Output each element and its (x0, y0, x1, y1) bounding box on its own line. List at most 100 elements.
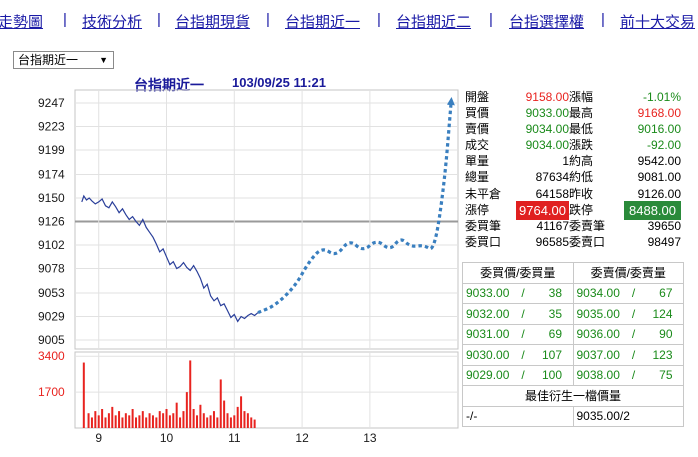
quote-label: 委賣筆 (569, 218, 606, 233)
ask-order-count: 39650 (647, 218, 681, 233)
volume-bar (229, 417, 232, 428)
bid-column-header: 委買價/委買量 (462, 262, 574, 284)
ask-qty: 75 (659, 368, 673, 383)
bid-qty: 100 (541, 368, 562, 383)
slash: / (521, 286, 525, 301)
order-book-table: 委買價/委買量 委賣價/委賣量 9033.00 / 38 9034.00 / 67 90… (462, 262, 684, 427)
table-row: 9030.00 / 107 9037.00 / 123 (462, 344, 684, 366)
volume-bar (104, 417, 107, 428)
table-row: 9032.00 / 35 9035.00 / 124 (462, 303, 684, 325)
ask-qty: 124 (652, 306, 673, 321)
contract-select[interactable]: 台指期近一 ▼ (13, 51, 114, 69)
slash: / (631, 368, 636, 383)
quote-label: 最低 (569, 122, 594, 137)
slash: / (631, 286, 636, 301)
nav-link-options[interactable]: 台指選擇權 (509, 14, 585, 31)
nav-separator: | (377, 11, 381, 28)
nav-separator: | (266, 11, 270, 28)
volume-bar (179, 417, 182, 428)
top-navigation: 走勢圖 | 技術分析 | 台指期現貨 | 台指期近一 | 台指期近二 | 台指選… (0, 0, 698, 34)
ask-price: 9034.00 (576, 286, 620, 301)
bid-price: 9033.00 (525, 106, 569, 121)
quote-label: 昨收 (569, 186, 594, 201)
quote-row-open-interest: 未平倉 64158 昨收 9126.00 (463, 186, 685, 202)
slash: / (631, 347, 636, 362)
ask-level-4: 9037.00 / 123 (572, 344, 684, 366)
volume-bar (243, 411, 246, 428)
derivative-ask-qty: 2 (623, 409, 630, 424)
volume-bar (223, 400, 226, 428)
volume-bar (121, 417, 124, 428)
quote-row-last: 成交 9034.00 漲跌 -92.00 (463, 137, 685, 153)
slash: / (470, 409, 474, 424)
derivative-ask: 9035.00/2 (572, 405, 684, 427)
quote-row-ask: 賣價 9034.00 最低 9016.00 (463, 121, 685, 137)
volume-bar (97, 415, 100, 428)
price-tick-label: 9247 (38, 96, 65, 110)
bid-order-count: 41167 (536, 218, 569, 233)
price-tick-label: 9029 (38, 309, 65, 323)
derivative-ask-price: 9035.00 (576, 409, 620, 424)
bid-price: 9029.00 (466, 368, 510, 383)
volume-bar (202, 413, 205, 428)
table-row: -/- 9035.00/2 (462, 405, 684, 427)
quote-row-total-volume: 總量 87634 約低 9081.00 (463, 169, 685, 185)
volume-tick-label: 3400 (38, 349, 65, 363)
high-price: 9168.00 (637, 106, 681, 121)
quote-row-bid: 買價 9033.00 最高 9168.00 (463, 105, 685, 121)
bid-level-1: 9033.00 / 38 (462, 282, 574, 304)
volume-bar (216, 417, 219, 428)
quote-label: 委買口 (465, 234, 502, 249)
quote-row-limits: 漲停 9764.00 跌停 8488.00 (463, 200, 685, 220)
slash: / (521, 347, 525, 362)
bid-level-2: 9032.00 / 35 (462, 303, 574, 325)
slash: / (619, 409, 624, 424)
nav-link-trend-chart[interactable]: 走勢圖 (0, 14, 44, 31)
quote-label: 成交 (465, 138, 490, 153)
volume-bar (118, 411, 121, 428)
price-axis: 9247 9223 9199 9174 9150 9126 9102 9078 9053 9029… (38, 96, 65, 347)
time-axis: 9 10 11 12 13 (95, 431, 376, 445)
bid-qty: 35 (548, 306, 562, 321)
ask-price: 9035.00 (576, 306, 620, 321)
bid-level-5: 9029.00 / 100 (462, 364, 574, 386)
derivative-bid-qty: - (473, 409, 478, 424)
volume-bar (206, 417, 209, 428)
volume-bar (175, 402, 178, 428)
volume-bar (148, 413, 151, 428)
price-change: -92.00 (646, 138, 681, 153)
price-tick-label: 9150 (38, 191, 65, 205)
quote-label: 委賣口 (569, 234, 606, 249)
volume-bar (233, 415, 236, 428)
quote-label: 單量 (465, 154, 490, 169)
quote-panel: 開盤 9158.00 漲幅 -1.01% 買價 9033.00 最高 9168.… (463, 89, 685, 250)
volume-bar (101, 409, 104, 428)
volume-bar (226, 413, 229, 428)
nav-link-futures-second-month[interactable]: 台指期近二 (396, 14, 472, 31)
chart-grid (74, 89, 459, 429)
low-price: 9016.00 (637, 122, 681, 137)
nav-link-futures-spot[interactable]: 台指期現貨 (175, 14, 251, 31)
bid-order-lots: 96585 (535, 234, 569, 249)
volume-bar (131, 409, 134, 428)
price-tick-label: 9102 (38, 238, 65, 252)
nav-link-futures-near-month[interactable]: 台指期近一 (285, 14, 361, 31)
last-price: 9034.00 (525, 138, 569, 153)
intraday-chart: 9247 9223 9199 9174 9150 9126 9102 9078 9053 9029… (38, 89, 459, 445)
volume-bar (236, 406, 239, 428)
volume-bar (155, 417, 158, 428)
bid-price: 9030.00 (466, 347, 510, 362)
volume-bar (219, 379, 222, 428)
ask-qty: 123 (652, 347, 673, 362)
tick-volume: 1 (562, 154, 569, 169)
bid-price: 9033.00 (466, 286, 510, 301)
nav-link-top-ten-traders[interactable]: 前十大交易 (620, 14, 696, 31)
limit-down-badge: 8488.00 (624, 200, 681, 220)
volume-bar (196, 415, 199, 428)
quote-label: 約低 (569, 170, 594, 185)
bid-qty: 107 (541, 347, 562, 362)
nav-link-technical-analysis[interactable]: 技術分析 (82, 14, 143, 31)
open-interest: 64158 (535, 186, 569, 201)
volume-plot-frame (74, 351, 459, 429)
table-row: 9033.00 / 38 9034.00 / 67 (462, 282, 684, 304)
